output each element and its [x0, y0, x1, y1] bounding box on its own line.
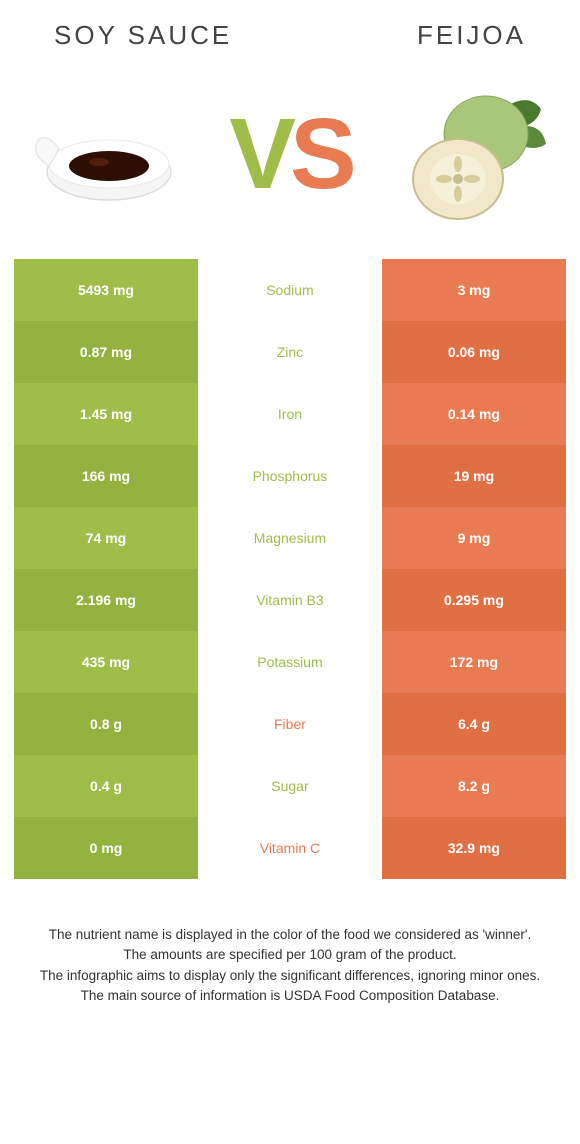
right-value: 8.2 g [382, 755, 566, 817]
soy-sauce-icon [24, 94, 194, 214]
table-row: 1.45 mgIron0.14 mg [14, 383, 566, 445]
left-value: 0 mg [14, 817, 198, 879]
nutrient-label: Vitamin C [198, 817, 382, 879]
table-row: 0.4 gSugar8.2 g [14, 755, 566, 817]
right-value: 3 mg [382, 259, 566, 321]
right-value: 6.4 g [382, 693, 566, 755]
right-food-title: Feijoa [417, 20, 526, 51]
nutrient-label: Fiber [198, 693, 382, 755]
table-row: 435 mgPotassium172 mg [14, 631, 566, 693]
footnote-line: The amounts are specified per 100 gram o… [22, 945, 558, 965]
footnote-line: The infographic aims to display only the… [22, 966, 558, 986]
right-value: 32.9 mg [382, 817, 566, 879]
images-row: V S [14, 79, 566, 259]
left-value: 435 mg [14, 631, 198, 693]
left-value: 0.4 g [14, 755, 198, 817]
feijoa-icon [386, 79, 556, 229]
left-value: 0.8 g [14, 693, 198, 755]
left-value: 0.87 mg [14, 321, 198, 383]
nutrient-label: Sugar [198, 755, 382, 817]
right-value: 0.295 mg [382, 569, 566, 631]
vs-s: S [290, 104, 351, 204]
table-row: 2.196 mgVitamin B30.295 mg [14, 569, 566, 631]
right-value: 19 mg [382, 445, 566, 507]
table-row: 0.8 gFiber6.4 g [14, 693, 566, 755]
left-value: 1.45 mg [14, 383, 198, 445]
footnotes: The nutrient name is displayed in the co… [14, 925, 566, 1006]
table-row: 74 mgMagnesium9 mg [14, 507, 566, 569]
table-row: 0 mgVitamin C32.9 mg [14, 817, 566, 879]
table-row: 166 mgPhosphorus19 mg [14, 445, 566, 507]
right-value: 0.14 mg [382, 383, 566, 445]
nutrient-label: Phosphorus [198, 445, 382, 507]
left-value: 2.196 mg [14, 569, 198, 631]
footnote-line: The main source of information is USDA F… [22, 986, 558, 1006]
nutrient-label: Potassium [198, 631, 382, 693]
nutrient-label: Zinc [198, 321, 382, 383]
left-value: 5493 mg [14, 259, 198, 321]
table-row: 5493 mgSodium3 mg [14, 259, 566, 321]
header-row: Soy sauce Feijoa [14, 20, 566, 51]
right-value: 9 mg [382, 507, 566, 569]
left-value: 166 mg [14, 445, 198, 507]
right-value: 172 mg [382, 631, 566, 693]
nutrient-label: Sodium [198, 259, 382, 321]
footnote-line: The nutrient name is displayed in the co… [22, 925, 558, 945]
vs-v: V [229, 104, 290, 204]
nutrient-label: Vitamin B3 [198, 569, 382, 631]
nutrient-label: Iron [198, 383, 382, 445]
left-food-image [24, 79, 194, 229]
right-food-image [386, 79, 556, 229]
right-value: 0.06 mg [382, 321, 566, 383]
vs-label: V S [229, 104, 350, 204]
nutrient-table: 5493 mgSodium3 mg0.87 mgZinc0.06 mg1.45 … [14, 259, 566, 879]
nutrient-label: Magnesium [198, 507, 382, 569]
table-row: 0.87 mgZinc0.06 mg [14, 321, 566, 383]
left-food-title: Soy sauce [54, 20, 232, 51]
left-value: 74 mg [14, 507, 198, 569]
